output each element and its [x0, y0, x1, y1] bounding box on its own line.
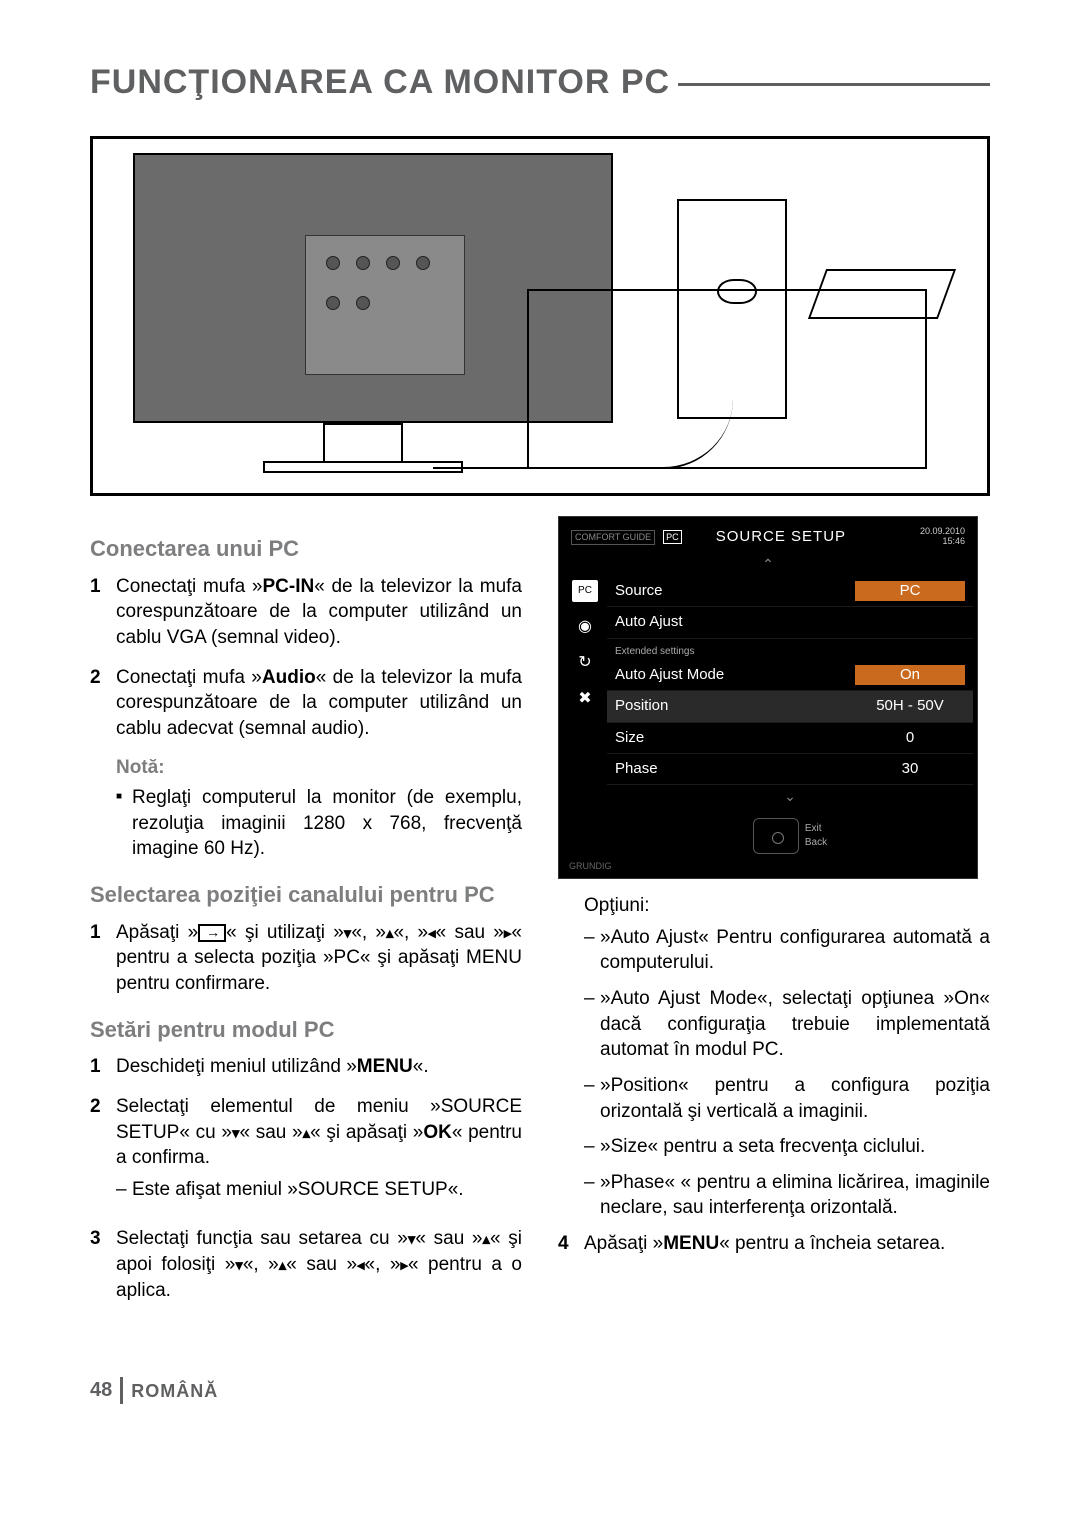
osd-remote-icon: [753, 818, 799, 854]
step-num: 2: [90, 665, 116, 742]
step-num: 2: [90, 1094, 116, 1213]
step-num: 3: [90, 1226, 116, 1303]
page-title: FUNCŢIONAREA CA MONITOR PC: [90, 60, 990, 106]
osd-caret-down: ⌄: [607, 785, 973, 808]
osd-title: SOURCE SETUP: [686, 527, 920, 547]
option-item: »Position« pentru a configura poziţia or…: [584, 1073, 990, 1124]
osd-screenshot: COMFORT GUIDE PC SOURCE SETUP 20.09.2010…: [558, 516, 978, 879]
step-num: 1: [90, 574, 116, 651]
title-rule: [678, 83, 990, 86]
chevron-up-icon: [483, 1228, 491, 1249]
chevron-left-icon: [357, 1254, 365, 1275]
option-item: »Auto Ajust« Pentru configurarea automat…: [584, 925, 990, 976]
page-number: 48: [90, 1377, 123, 1404]
chevron-right-icon: [400, 1254, 408, 1275]
step-text: Selectaţi funcţia sau setarea cu »« sau …: [116, 1226, 522, 1303]
page-title-text: FUNCŢIONAREA CA MONITOR PC: [90, 60, 670, 106]
source-icon: [198, 924, 226, 942]
osd-side-eye-icon: ◉: [572, 616, 598, 638]
osd-datetime: 20.09.2010 15:46: [920, 527, 965, 547]
step-num: 1: [90, 920, 116, 997]
language-label: ROMÂNĂ: [131, 1379, 218, 1403]
step-text: Apăsaţi »« şi utilizaţi »«, »«, »« sau »…: [116, 920, 522, 997]
osd-pc-icon: PC: [663, 530, 682, 544]
options-label: Opţiuni:: [584, 893, 990, 919]
chevron-down-icon: [235, 1252, 243, 1278]
step-text: Selectaţi elementul de meniu »SOURCE SET…: [116, 1094, 522, 1213]
option-item: »Size« pentru a seta frecvenţa ciclului.: [584, 1134, 990, 1160]
step-num: 4: [558, 1231, 584, 1257]
step-text: Apăsaţi »MENU« pentru a încheia setarea.: [584, 1231, 990, 1257]
step-num: 1: [90, 1054, 116, 1080]
osd-sidebar: PC ◉ ↻ ✖: [563, 576, 607, 858]
osd-side-tools-icon: ✖: [572, 688, 598, 710]
chevron-left-icon: [428, 922, 436, 943]
osd-brand: GRUNDIG: [563, 858, 973, 874]
step-text: Conectaţi mufa »PC-IN« de la televizor l…: [116, 574, 522, 651]
sec2-heading: Selectarea poziţiei canalului pentru PC: [90, 880, 522, 910]
note-text: Reglaţi computerul la monitor (de exempl…: [116, 785, 522, 862]
sec1-heading: Conectarea unui PC: [90, 534, 522, 564]
osd-side-loop-icon: ↻: [572, 652, 598, 674]
osd-caret-up: ⌃: [563, 553, 973, 576]
step-text: Deschideţi meniul utilizând »MENU«.: [116, 1054, 522, 1080]
note-label: Notă:: [116, 755, 522, 781]
option-item: »Phase« « pentru a elimina licărirea, im…: [584, 1170, 990, 1221]
sec3-heading: Setări pentru modul PC: [90, 1015, 522, 1045]
right-column: COMFORT GUIDE PC SOURCE SETUP 20.09.2010…: [558, 516, 990, 1318]
step-text: Conectaţi mufa »Audio« de la televizor l…: [116, 665, 522, 742]
osd-guide-label: COMFORT GUIDE: [571, 530, 655, 545]
page-footer: 48 ROMÂNĂ: [90, 1377, 990, 1404]
option-item: »Auto Ajust Mode«, selectaţi opţiunea »O…: [584, 986, 990, 1063]
connection-diagram: [90, 136, 990, 496]
left-column: Conectarea unui PC 1 Conectaţi mufa »PC-…: [90, 516, 522, 1318]
osd-side-pc-icon: PC: [572, 580, 598, 602]
